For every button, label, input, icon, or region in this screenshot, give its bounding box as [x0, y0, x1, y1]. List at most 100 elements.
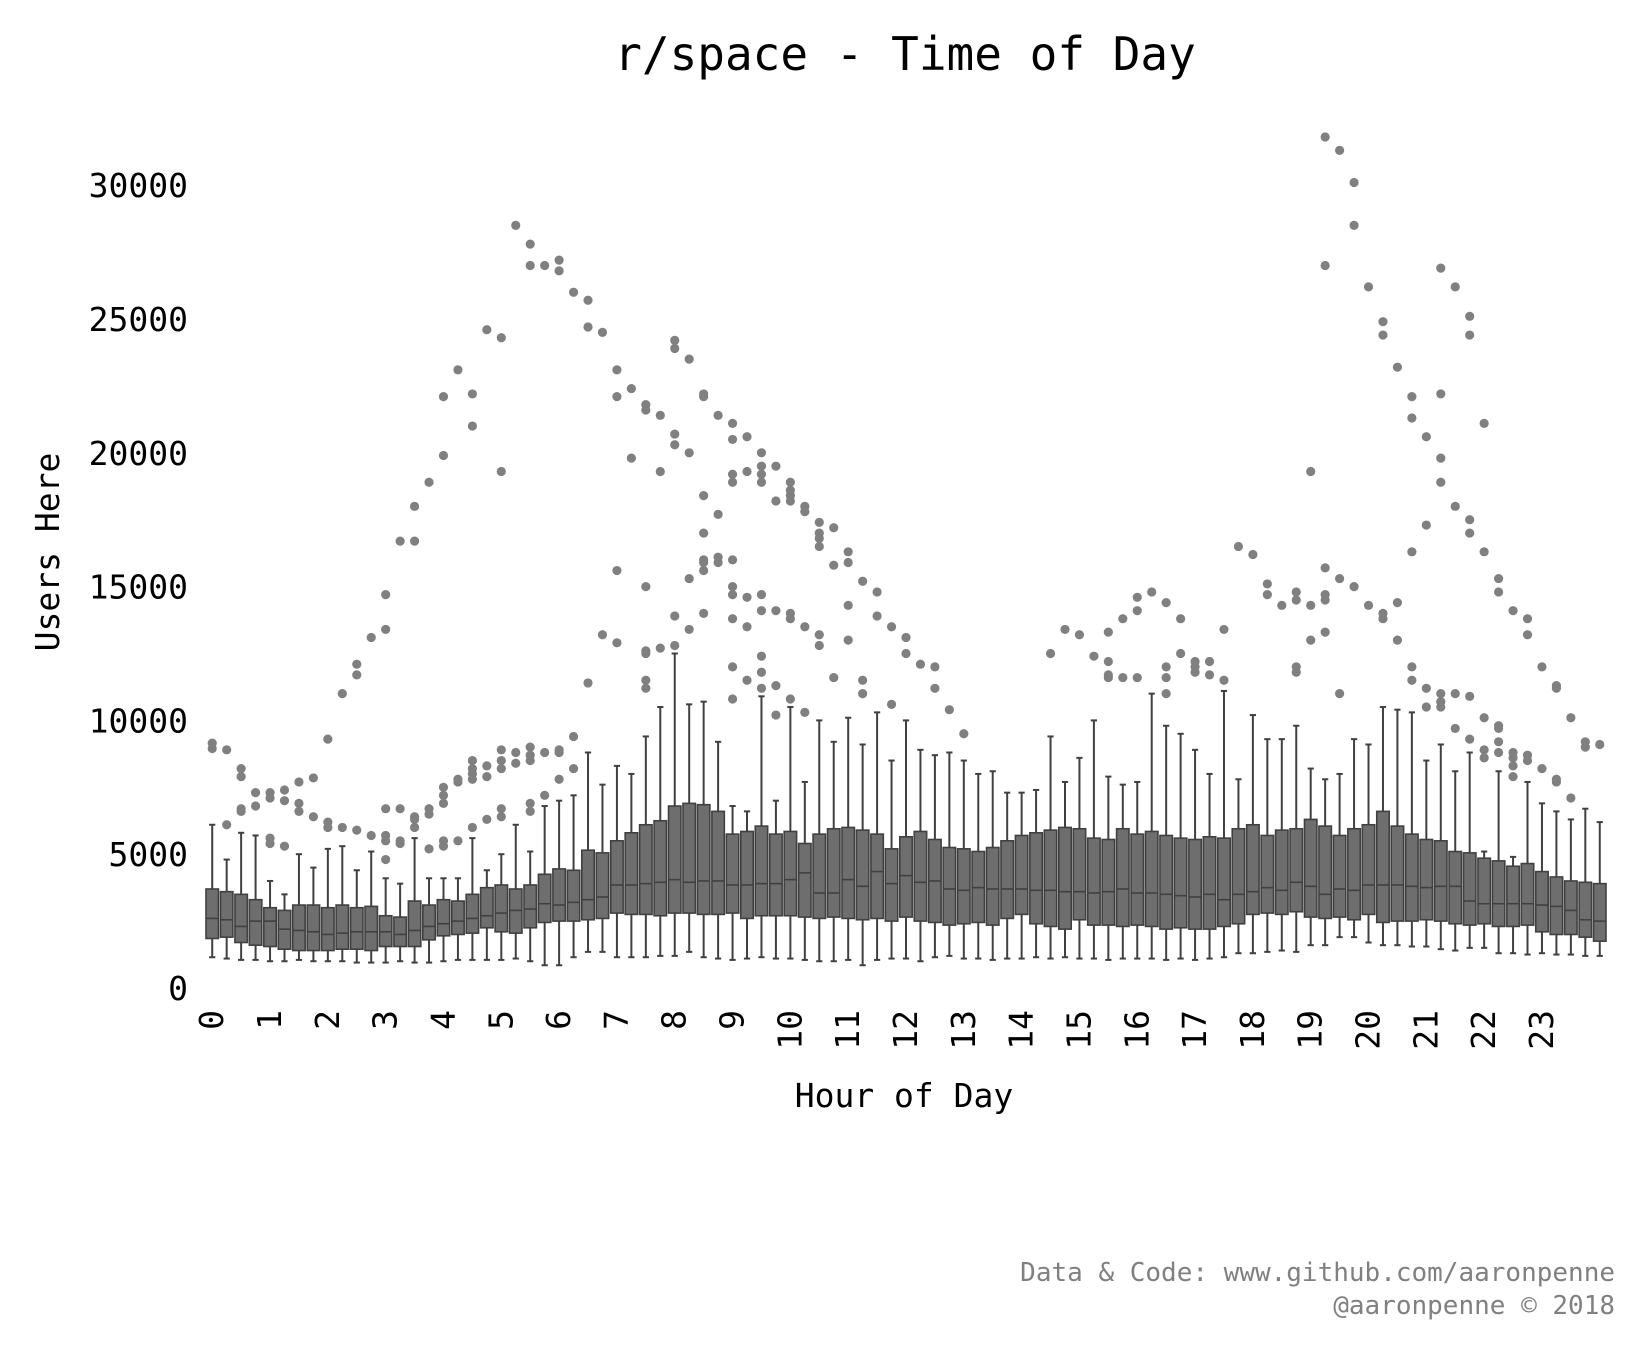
outlier-point [1436, 263, 1446, 273]
box [971, 772, 986, 960]
outlier-point [409, 822, 420, 833]
box-body [855, 829, 870, 921]
box [465, 389, 480, 961]
box-body [1433, 840, 1448, 922]
outlier-point [381, 854, 391, 865]
x-tick-label: 13 [944, 1010, 983, 1050]
box [1159, 598, 1174, 961]
outlier-point [670, 640, 680, 651]
outlier-point [1306, 635, 1316, 645]
outlier-point [930, 662, 940, 672]
box [1245, 549, 1260, 955]
outlier-point [424, 477, 434, 487]
box-body [1347, 827, 1362, 921]
outlier-point [1103, 672, 1113, 683]
box-body [552, 868, 567, 922]
box-body [956, 848, 971, 925]
outlier-point [1479, 547, 1489, 557]
box [1491, 573, 1506, 955]
outlier-point [1335, 145, 1345, 156]
box [219, 745, 234, 960]
outlier-point [1132, 606, 1142, 616]
outlier-point [1132, 592, 1142, 602]
box [1578, 737, 1593, 957]
box-body [1477, 857, 1492, 925]
outlier-point [1306, 600, 1316, 610]
outlier-point [858, 689, 868, 699]
box-body [653, 819, 668, 917]
box [263, 788, 278, 963]
outlier-point [366, 632, 376, 643]
outlier-point [771, 606, 781, 616]
outlier-point [742, 622, 752, 632]
outlier-point [915, 659, 926, 669]
outlier-point [1060, 624, 1070, 635]
outlier-point [294, 798, 304, 808]
outlier-point [1465, 528, 1475, 538]
outlier-point [670, 440, 680, 450]
outlier-point [1103, 627, 1113, 637]
outlier-point [525, 798, 535, 808]
outlier-point [1493, 737, 1504, 747]
outlier-point [886, 622, 897, 632]
box-body [465, 893, 480, 934]
box [1318, 132, 1333, 947]
box-body [1491, 860, 1506, 928]
outlier-point [713, 557, 723, 568]
outlier-point [352, 825, 362, 835]
box [1433, 263, 1448, 951]
outlier-point [1522, 755, 1533, 766]
y-tick-label: 10000 [89, 701, 188, 740]
box [1014, 791, 1029, 960]
outlier-point [554, 255, 564, 265]
box [942, 705, 957, 957]
box-body [985, 846, 1000, 926]
outlier-point [308, 812, 319, 822]
box [1592, 739, 1607, 957]
box [1260, 579, 1275, 953]
y-tick-label: 0 [168, 969, 188, 1008]
outlier-point [901, 632, 911, 643]
outlier-point [1566, 793, 1576, 803]
box-body [1448, 850, 1463, 925]
outlier-point [381, 590, 391, 600]
box [1130, 592, 1145, 960]
outlier-point [626, 453, 636, 463]
box-body [1260, 834, 1275, 914]
y-tick-label: 20000 [89, 434, 188, 473]
box [364, 632, 379, 964]
box-body [667, 805, 682, 914]
outlier-point [1320, 595, 1330, 605]
box-body [566, 869, 581, 922]
box [826, 523, 841, 963]
outlier-point [1320, 563, 1330, 573]
box [696, 389, 711, 959]
outlier-point [438, 782, 449, 792]
outlier-point [1421, 702, 1431, 712]
outlier-point [511, 747, 521, 758]
box-body [1159, 834, 1174, 930]
outlier-point [1436, 477, 1446, 487]
outlier-point [438, 841, 449, 851]
outlier-point [496, 812, 506, 822]
outlier-point [496, 755, 506, 766]
outlier-point [279, 841, 290, 851]
box [927, 662, 942, 959]
box [1173, 614, 1188, 960]
outlier-point [1551, 683, 1562, 693]
outlier-point [1436, 702, 1446, 712]
outlier-point [1508, 606, 1518, 616]
box [1347, 177, 1362, 939]
outlier-point [467, 389, 477, 399]
box-body [1506, 865, 1521, 928]
credits-source: Data & Code: www.github.com/aaronpenne [1020, 1258, 1615, 1288]
outlier-point [1537, 662, 1547, 672]
y-tick-label: 15000 [89, 568, 188, 607]
outlier-point [467, 755, 477, 766]
outlier-point [1335, 689, 1345, 699]
box [783, 477, 798, 960]
outlier-point [540, 790, 550, 800]
box [1231, 541, 1246, 955]
outlier-point [1190, 667, 1200, 677]
x-axis-label: Hour of Day [795, 1076, 1014, 1115]
